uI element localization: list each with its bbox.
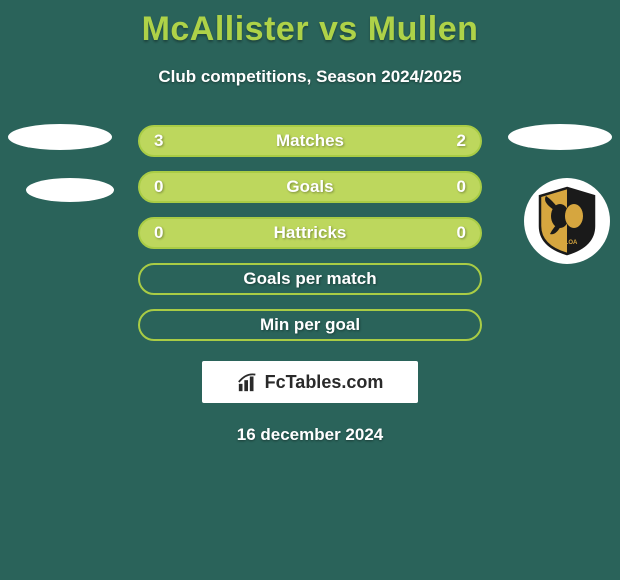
svg-text:ALLOA: ALLOA — [557, 240, 578, 246]
stat-label: Goals per match — [243, 269, 376, 289]
page-title: McAllister vs Mullen — [0, 0, 620, 49]
attribution-text: FcTables.com — [265, 372, 384, 393]
stat-row-matches: 3 Matches 2 — [138, 125, 482, 157]
stat-label: Min per goal — [260, 315, 360, 335]
stat-row-goals-per-match: Goals per match — [138, 263, 482, 295]
stat-row-hattricks: 0 Hattricks 0 — [138, 217, 482, 249]
stat-label: Matches — [140, 131, 480, 151]
attribution-badge: FcTables.com — [202, 361, 418, 403]
shield-icon: ALLOA — [536, 186, 598, 256]
stat-row-goals: 0 Goals 0 — [138, 171, 482, 203]
player-left-club-placeholder — [26, 178, 114, 202]
stat-row-min-per-goal: Min per goal — [138, 309, 482, 341]
page-subtitle: Club competitions, Season 2024/2025 — [0, 67, 620, 87]
player-right-club-crest: ALLOA — [524, 178, 610, 264]
bars-icon — [237, 371, 259, 393]
player-right-photo-placeholder — [508, 124, 612, 150]
stat-label: Goals — [140, 177, 480, 197]
date-label: 16 december 2024 — [0, 425, 620, 445]
player-left-photo-placeholder — [8, 124, 112, 150]
stat-label: Hattricks — [140, 223, 480, 243]
